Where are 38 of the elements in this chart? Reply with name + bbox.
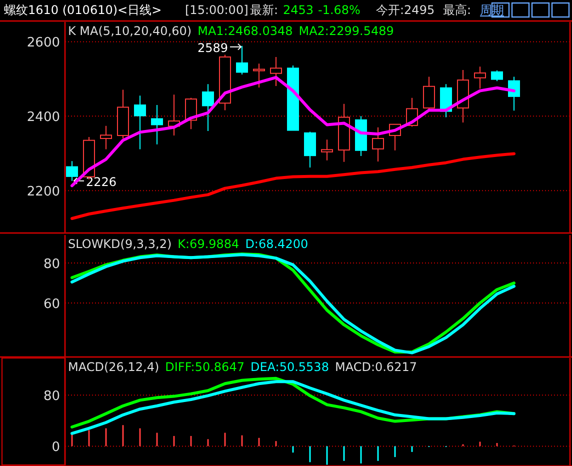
candlestick	[338, 103, 350, 162]
chart-subtitle: K MA(5,10,20,40,60)	[68, 24, 192, 38]
candlestick	[202, 84, 214, 132]
text: 最高:	[443, 3, 472, 17]
y-tick-label: 80	[43, 257, 60, 272]
candlestick	[134, 95, 146, 150]
y-tick-label: 0	[52, 440, 60, 456]
annotation: K:69.9884	[178, 237, 240, 251]
text: [15:00:00]	[185, 3, 248, 17]
chart-title: SLOWKD(9,3,3,2)	[68, 237, 172, 251]
chart-title: MACD(26,12,4)	[68, 360, 160, 374]
text: 周期	[480, 3, 504, 17]
annotation: DEA:50.5538	[250, 360, 329, 374]
annotation: 2226	[86, 174, 117, 189]
y-tick-label: 2600	[26, 36, 60, 51]
candlestick	[474, 66, 486, 90]
text: -1.68%	[318, 3, 360, 17]
annotation: 2589	[197, 40, 228, 55]
candlestick	[270, 56, 282, 87]
annotation: MACD:0.6217	[334, 360, 417, 374]
candlestick	[100, 125, 112, 150]
y-tick-label: 80	[43, 389, 60, 404]
candlestick	[321, 139, 333, 161]
annotation: D:68.4200	[245, 237, 308, 251]
candlestick	[151, 104, 163, 145]
line-series	[70, 380, 516, 435]
text: 今开:2495	[376, 3, 435, 17]
y-tick-label: 60	[43, 297, 60, 312]
annotation: MA2:2299.5489	[298, 24, 394, 38]
text: 最新:	[250, 3, 278, 17]
candlestick	[372, 126, 384, 162]
y-tick-label: 2200	[26, 184, 60, 200]
chart-title: 螺纹1610 (010610)<日线>	[4, 3, 162, 17]
line-series	[70, 152, 516, 220]
text: 2453	[283, 3, 314, 17]
annotation: DIFF:50.8647	[165, 360, 244, 374]
y-tick-label: 2400	[26, 110, 60, 126]
annotation: MA1:2468.0348	[198, 24, 293, 38]
